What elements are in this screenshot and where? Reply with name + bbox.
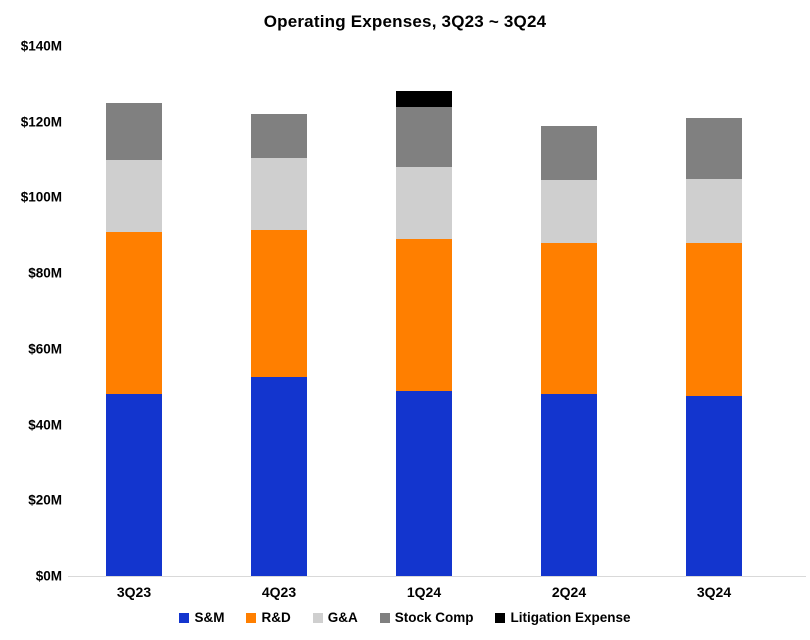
bar-segment-g-a[interactable] <box>396 167 452 240</box>
x-axis-tick-label: 2Q24 <box>551 584 587 600</box>
bar-segment-s-m[interactable] <box>396 390 452 576</box>
x-axis-line <box>68 576 806 577</box>
x-axis-tick-label: 3Q24 <box>696 584 732 600</box>
bar-segment-r-d[interactable] <box>251 229 307 378</box>
bar-segment-g-a[interactable] <box>541 180 597 243</box>
bar-segment-stock-comp[interactable] <box>686 117 742 179</box>
bar-column[interactable] <box>686 117 742 576</box>
legend-swatch-icon <box>312 612 323 623</box>
bar-segment-stock-comp[interactable] <box>541 125 597 181</box>
bar-segment-r-d[interactable] <box>106 231 162 395</box>
x-axis-tick-label: 3Q23 <box>116 584 152 600</box>
y-axis-tick-label: $40M <box>28 417 62 433</box>
bar-segment-stock-comp[interactable] <box>106 102 162 160</box>
y-axis-tick-label: $60M <box>28 341 62 357</box>
bar-segment-s-m[interactable] <box>251 377 307 576</box>
y-axis-tick-label: $100M <box>20 189 62 205</box>
x-axis-tick-label: 1Q24 <box>406 584 442 600</box>
legend-item-s-m[interactable]: S&M <box>179 610 224 625</box>
bar-segment-s-m[interactable] <box>541 394 597 576</box>
legend-item-r-d[interactable]: R&D <box>246 610 291 625</box>
legend-swatch-icon <box>495 612 506 623</box>
y-axis-tick-label: $140M <box>20 38 62 54</box>
legend-label: R&D <box>261 610 291 625</box>
bar-column[interactable] <box>106 102 162 576</box>
legend-label: Stock Comp <box>394 610 474 625</box>
legend-item-litigation-expense[interactable]: Litigation Expense <box>495 610 631 625</box>
legend-item-stock-comp[interactable]: Stock Comp <box>379 610 474 625</box>
y-axis-tick-label: $120M <box>20 114 62 130</box>
bar-segment-s-m[interactable] <box>106 394 162 576</box>
y-axis-tick-label: $20M <box>28 492 62 508</box>
legend-swatch-icon <box>379 612 390 623</box>
legend-label: S&M <box>194 610 225 625</box>
bar-column[interactable] <box>396 91 452 576</box>
bar-column[interactable] <box>251 114 307 576</box>
y-axis-tick-label: $0M <box>35 568 62 584</box>
legend-swatch-icon <box>246 612 257 623</box>
bar-segment-stock-comp[interactable] <box>251 114 307 158</box>
legend-swatch-icon <box>179 612 190 623</box>
legend-label: G&A <box>327 610 358 625</box>
bar-column[interactable] <box>541 125 597 576</box>
bar-segment-stock-comp[interactable] <box>396 106 452 168</box>
bar-segment-r-d[interactable] <box>396 239 452 391</box>
x-axis-tick-label: 4Q23 <box>261 584 297 600</box>
bar-segment-s-m[interactable] <box>686 396 742 576</box>
bar-segment-litigation-expense[interactable] <box>396 91 452 107</box>
bar-segment-r-d[interactable] <box>686 242 742 397</box>
bar-segment-g-a[interactable] <box>686 178 742 243</box>
bar-segment-r-d[interactable] <box>541 242 597 395</box>
chart-title: Operating Expenses, 3Q23 ~ 3Q24 <box>263 12 547 31</box>
y-axis-tick-label: $80M <box>28 265 62 281</box>
legend-label: Litigation Expense <box>510 610 631 625</box>
bar-segment-g-a[interactable] <box>106 159 162 232</box>
bar-segment-g-a[interactable] <box>251 157 307 230</box>
legend-item-g-a[interactable]: G&A <box>312 610 358 625</box>
chart-legend: S&M R&D G&A Stock Comp Litigation Expense <box>0 610 810 625</box>
